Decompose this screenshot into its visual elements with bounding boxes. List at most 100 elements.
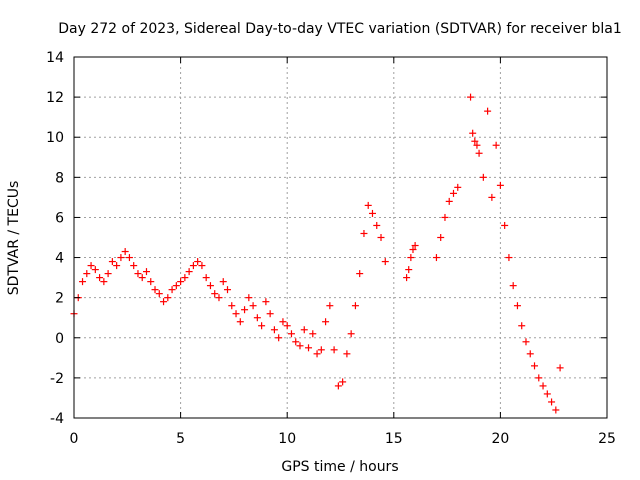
data-points — [70, 93, 564, 414]
data-point — [326, 302, 334, 310]
y-tick-label: 4 — [55, 251, 64, 267]
y-axis-label: SDTVAR / TECUs — [6, 181, 22, 296]
data-point — [117, 254, 125, 262]
data-point — [83, 270, 91, 278]
data-point — [364, 201, 372, 209]
data-point — [518, 322, 526, 330]
x-tick-label: 5 — [176, 431, 185, 447]
data-point — [228, 302, 236, 310]
x-axis-label: GPS time / hours — [281, 459, 398, 475]
data-point — [300, 326, 308, 334]
data-point — [266, 310, 274, 318]
data-point — [445, 197, 453, 205]
data-point — [202, 274, 210, 282]
data-point — [467, 93, 475, 101]
data-point — [151, 286, 159, 294]
y-tick-label: 2 — [55, 291, 64, 307]
data-point — [287, 330, 295, 338]
data-point — [373, 221, 381, 229]
y-tick-label: 12 — [46, 90, 64, 106]
data-point — [381, 258, 389, 266]
data-point — [142, 268, 150, 276]
data-point — [121, 248, 129, 256]
data-point — [296, 342, 304, 350]
y-tick-label: -2 — [50, 371, 64, 387]
data-point — [403, 274, 411, 282]
data-point — [168, 286, 176, 294]
data-point — [484, 107, 492, 115]
data-point — [270, 326, 278, 334]
y-tick-label: 6 — [55, 210, 64, 226]
plot-frame — [73, 56, 608, 419]
data-point — [356, 270, 364, 278]
data-point — [245, 294, 253, 302]
data-point — [347, 330, 355, 338]
data-point — [535, 374, 543, 382]
data-point — [454, 183, 462, 191]
data-point — [475, 149, 483, 157]
data-point — [155, 290, 163, 298]
data-point — [339, 378, 347, 386]
data-point — [224, 286, 232, 294]
grid-lines — [74, 57, 607, 418]
data-point — [330, 346, 338, 354]
y-tick-label: 8 — [55, 170, 64, 186]
data-point — [104, 270, 112, 278]
data-point — [253, 314, 261, 322]
data-point — [79, 278, 87, 286]
data-point — [552, 406, 560, 414]
data-point — [449, 189, 457, 197]
data-point — [496, 181, 504, 189]
data-point — [172, 282, 180, 290]
y-tick-label: 10 — [46, 130, 64, 146]
data-point — [194, 258, 202, 266]
data-point — [334, 382, 342, 390]
data-point — [548, 398, 556, 406]
data-point — [262, 298, 270, 306]
x-tick-labels: 0 5 10 15 20 25 — [70, 431, 616, 447]
x-tick-label: 15 — [385, 431, 403, 447]
data-point — [351, 302, 359, 310]
data-point — [283, 322, 291, 330]
y-tick-label: 0 — [55, 331, 64, 347]
data-point — [181, 274, 189, 282]
data-point — [206, 282, 214, 290]
data-point — [125, 254, 133, 262]
y-tick-label: 14 — [46, 50, 64, 66]
data-point — [377, 234, 385, 241]
data-point — [505, 254, 513, 262]
data-point — [177, 278, 185, 286]
data-point — [479, 173, 487, 181]
data-point — [368, 209, 376, 217]
data-point — [441, 213, 449, 221]
data-point — [360, 229, 368, 237]
data-point — [108, 258, 116, 266]
data-point — [185, 268, 193, 276]
data-point — [488, 193, 496, 201]
data-point — [91, 266, 99, 274]
data-point — [249, 302, 257, 310]
data-point — [198, 262, 206, 270]
data-point — [160, 298, 168, 306]
data-point — [492, 141, 500, 149]
data-point — [275, 334, 283, 342]
data-point — [309, 330, 317, 338]
data-point — [211, 290, 219, 298]
data-point — [501, 221, 509, 229]
data-point — [526, 350, 534, 358]
data-point — [531, 362, 539, 370]
data-point — [138, 274, 146, 282]
axis-ticks — [73, 56, 608, 419]
data-point — [134, 270, 142, 278]
data-point — [522, 338, 530, 346]
y-tick-labels: -4 -2 0 2 4 6 8 10 12 14 — [46, 50, 64, 427]
data-point — [258, 322, 266, 330]
data-point — [409, 246, 417, 254]
data-point — [215, 294, 223, 302]
data-point — [539, 382, 547, 390]
data-point — [411, 242, 419, 250]
y-tick-label: -4 — [50, 411, 64, 427]
x-tick-label: 10 — [278, 431, 296, 447]
